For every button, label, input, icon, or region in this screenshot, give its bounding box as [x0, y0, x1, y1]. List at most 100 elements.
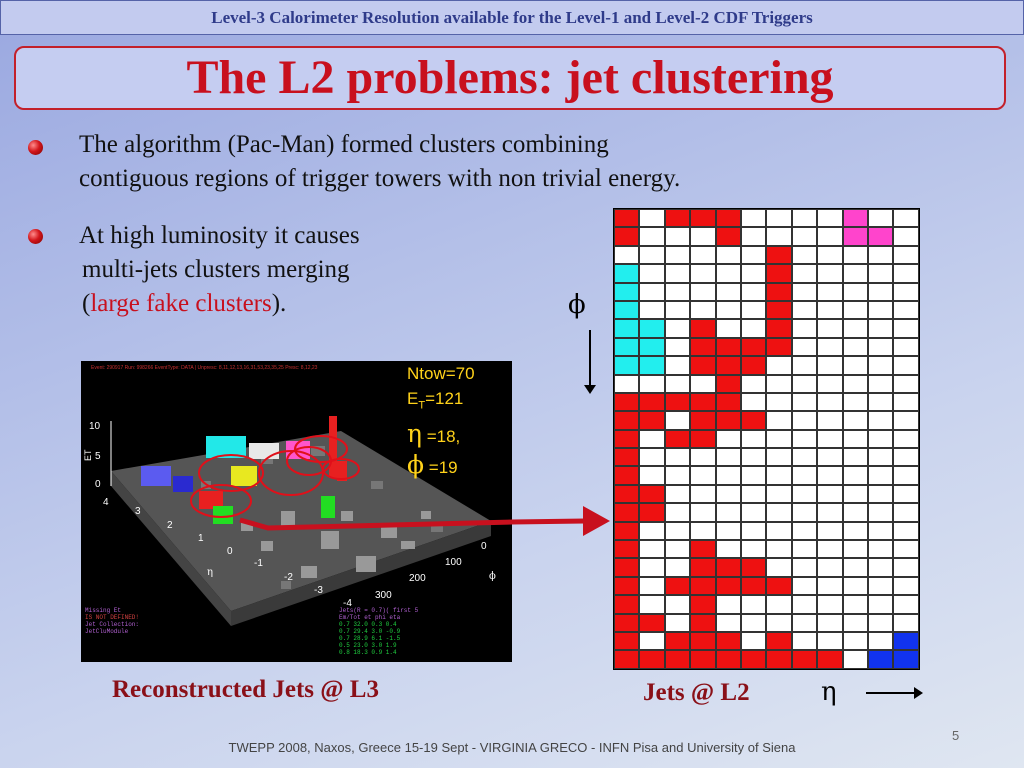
tower-cell	[817, 521, 843, 541]
tower-cell	[715, 650, 741, 669]
tower-cell	[715, 503, 741, 522]
svg-text:0.7 32.0 0.3 0.4: 0.7 32.0 0.3 0.4	[339, 621, 397, 628]
tower-cell	[817, 466, 843, 485]
tower-cell	[867, 521, 894, 541]
tower-cell	[664, 392, 691, 412]
tower-cell	[817, 209, 843, 228]
tower-cell	[664, 319, 691, 338]
tower-cell	[664, 484, 691, 504]
eta-label: η =18,	[407, 419, 461, 449]
tower-cell	[766, 650, 792, 669]
svg-text:2: 2	[167, 520, 173, 531]
tower-cell	[614, 411, 640, 430]
svg-text:0.7 29.4 3.0 -0.9: 0.7 29.4 3.0 -0.9	[339, 628, 401, 635]
tower-cell	[817, 392, 843, 412]
tower-cell	[842, 558, 868, 577]
tower-cell	[817, 503, 843, 522]
tower-cell	[893, 356, 919, 375]
tower-cell	[740, 429, 767, 449]
tower-cell	[867, 392, 894, 412]
tower-cell	[867, 558, 894, 577]
tower-cell	[766, 319, 792, 338]
tower-cell	[690, 466, 716, 485]
tower-cell	[690, 613, 716, 632]
tower-cell	[614, 374, 640, 393]
tower-cell	[639, 209, 665, 228]
tower-cell	[715, 466, 741, 485]
tower-cell	[639, 558, 665, 577]
tower-cell	[893, 319, 919, 338]
tower-cell	[791, 540, 818, 559]
tower-cell	[664, 466, 691, 485]
tower-cell	[893, 411, 919, 430]
tower-cell	[817, 282, 843, 301]
caption-l2: Jets @ L2	[643, 679, 750, 706]
lego-green-tower	[321, 496, 335, 518]
tower-cell	[842, 319, 868, 338]
tower-cell	[614, 521, 640, 541]
svg-text:3: 3	[135, 506, 141, 517]
tower-cell	[842, 631, 868, 651]
tower-cell	[867, 374, 894, 393]
tower-cell	[740, 209, 767, 228]
svg-text:Jet Collection:: Jet Collection:	[85, 621, 139, 628]
tower-cell	[639, 576, 665, 596]
header-banner: Level-3 Calorimeter Resolution available…	[0, 0, 1024, 35]
tower-cell	[639, 319, 665, 338]
tower-cell	[867, 613, 894, 632]
tower-cell	[842, 595, 868, 614]
l2-tower-grid	[613, 208, 920, 670]
tower-cell	[893, 209, 919, 228]
eta-direction-arrow	[866, 687, 923, 699]
tower-cell	[639, 300, 665, 320]
tower-cell	[893, 245, 919, 265]
tower-cell	[690, 595, 716, 614]
svg-text:0.5 23.0 3.0 1.9: 0.5 23.0 3.0 1.9	[339, 642, 397, 649]
tower-cell	[867, 484, 894, 504]
tower-cell	[791, 374, 818, 393]
tower-cell	[715, 558, 741, 577]
tower-cell	[766, 503, 792, 522]
tower-cell	[766, 374, 792, 393]
tower-cell	[817, 374, 843, 393]
tower-cell	[867, 209, 894, 228]
tower-cell	[664, 631, 691, 651]
tower-cell	[766, 631, 792, 651]
tower-cell	[817, 245, 843, 265]
tower-cell	[740, 264, 767, 283]
tower-cell	[893, 227, 919, 246]
tower-cell	[867, 631, 894, 651]
tower-cell	[690, 227, 716, 246]
tower-cell	[740, 576, 767, 596]
lego-jet-table: Jets(R = 0.7)( first 5 Em/Tot et phi eta	[339, 607, 419, 621]
svg-text:-1: -1	[254, 558, 263, 569]
lego-ytick-0: 0	[95, 479, 101, 490]
tower-cell	[791, 282, 818, 301]
lego-floor-edge	[231, 521, 491, 626]
tower-cell	[842, 411, 868, 430]
tower-cell	[639, 503, 665, 522]
tower-cell	[817, 337, 843, 357]
svg-text:0.7 28.9 6.1 -1.5: 0.7 28.9 6.1 -1.5	[339, 635, 401, 642]
tower-cell	[867, 227, 894, 246]
tower-cell	[715, 392, 741, 412]
tower-cell	[791, 650, 818, 669]
tower-cell	[893, 466, 919, 485]
tower-cell	[715, 484, 741, 504]
lego-yaxis-label: ET	[83, 449, 93, 461]
tower-cell	[817, 540, 843, 559]
tower-cell	[664, 264, 691, 283]
tower-cell	[614, 209, 640, 228]
tower-cell	[639, 337, 665, 357]
tower-cell	[867, 337, 894, 357]
tower-cell	[817, 576, 843, 596]
tower-cell	[842, 209, 868, 228]
tower-cell	[740, 319, 767, 338]
tower-cell	[842, 429, 868, 449]
tower-cell	[893, 484, 919, 504]
tower-cell	[614, 356, 640, 375]
tower-cell	[664, 411, 691, 430]
tower-cell	[614, 319, 640, 338]
tower-cell	[715, 448, 741, 467]
tower-cell	[791, 521, 818, 541]
